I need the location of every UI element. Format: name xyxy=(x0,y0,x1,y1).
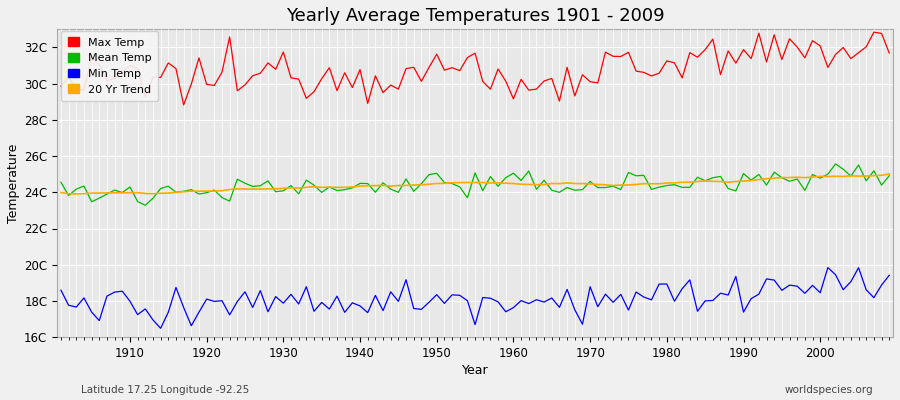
Legend: Max Temp, Mean Temp, Min Temp, 20 Yr Trend: Max Temp, Mean Temp, Min Temp, 20 Yr Tre… xyxy=(61,31,158,101)
Text: Latitude 17.25 Longitude -92.25: Latitude 17.25 Longitude -92.25 xyxy=(81,385,249,395)
X-axis label: Year: Year xyxy=(462,364,489,377)
Title: Yearly Average Temperatures 1901 - 2009: Yearly Average Temperatures 1901 - 2009 xyxy=(286,7,664,25)
Y-axis label: Temperature: Temperature xyxy=(7,144,20,223)
Text: worldspecies.org: worldspecies.org xyxy=(785,385,873,395)
